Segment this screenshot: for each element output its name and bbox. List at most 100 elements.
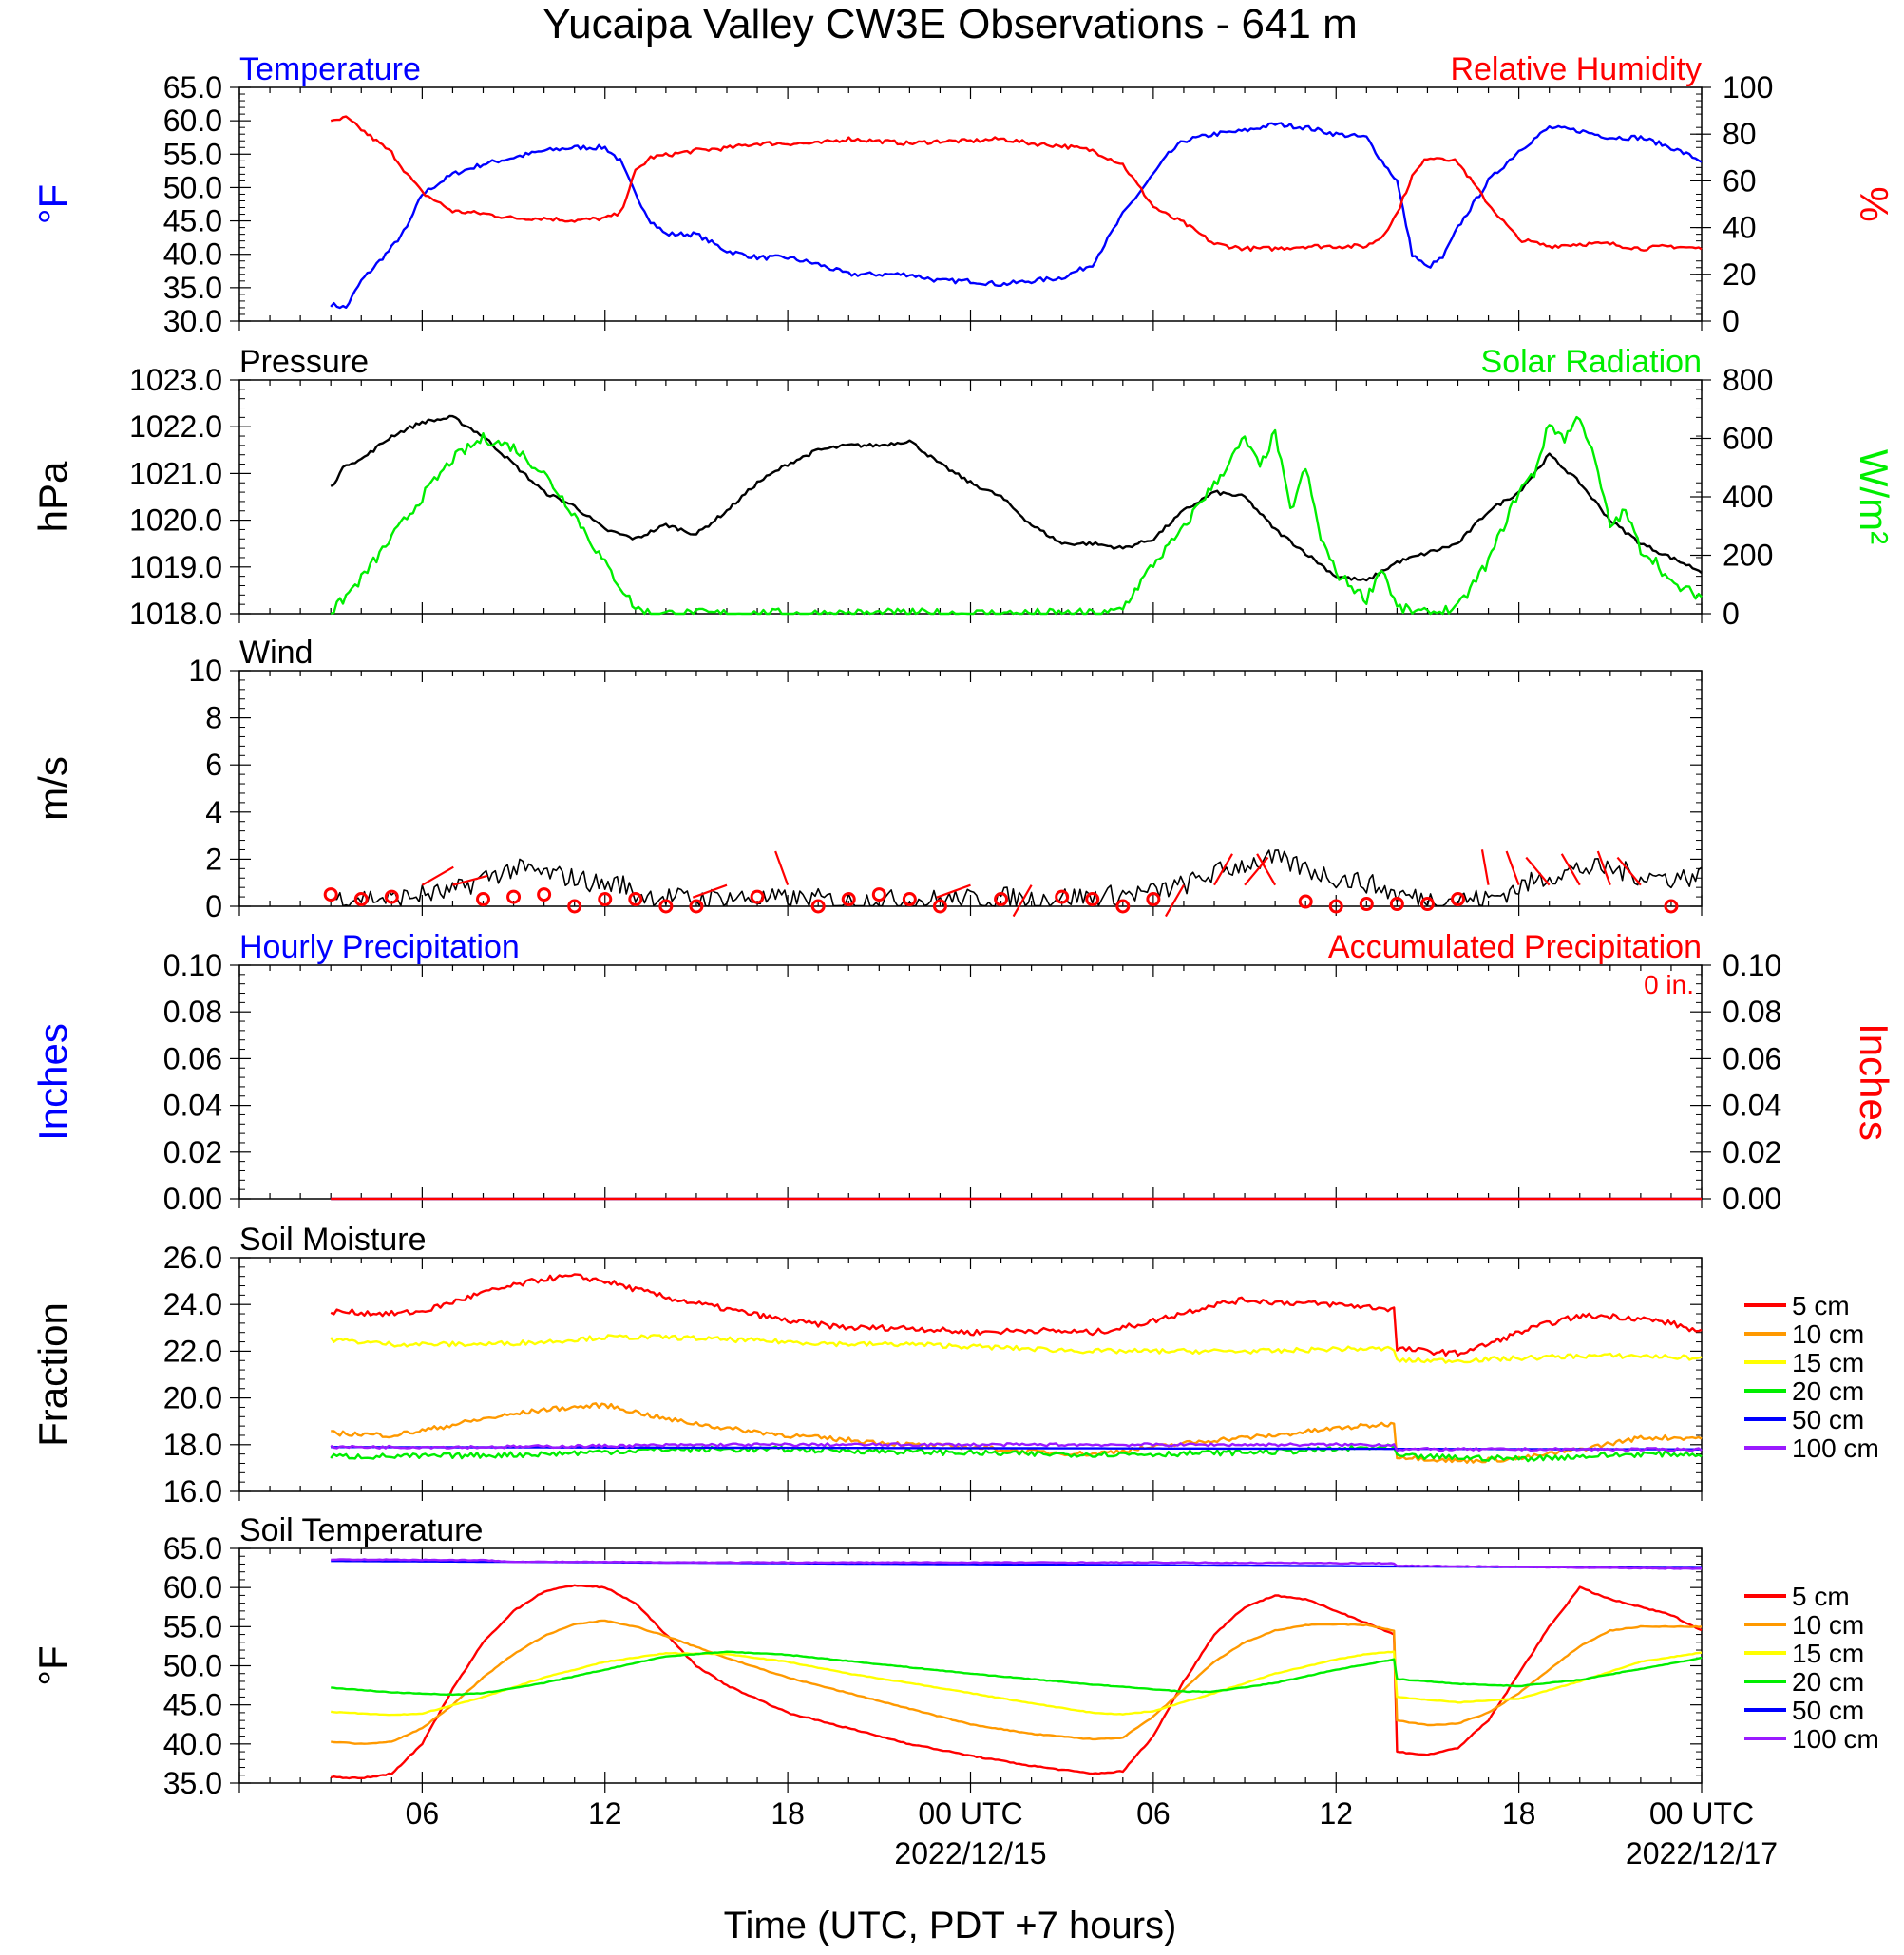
y-right-tick-label: 0.08 <box>1723 995 1781 1029</box>
x-tick-label: 12 <box>588 1796 622 1831</box>
y-right-tick-label: 800 <box>1723 363 1773 397</box>
y-tick-label: 45.0 <box>163 1688 222 1722</box>
x-tick-labels: 06 12 18 00 UTC 06 12 18 00 UTC <box>406 1796 1755 1831</box>
legend-label: 20 cm <box>1792 1667 1864 1697</box>
wind-barb <box>1560 853 1581 886</box>
wind-calm-marker <box>1085 892 1100 907</box>
y-tick-label: 20.0 <box>163 1381 222 1415</box>
y-tick-label: 0.06 <box>163 1041 222 1075</box>
wind-barb <box>421 865 454 886</box>
y-tick-label: 1023.0 <box>129 363 222 397</box>
wind-calm-marker <box>567 899 582 914</box>
wind-calm-marker <box>841 892 856 907</box>
wind-calm-marker <box>658 899 674 914</box>
y-axis-label-right: % <box>1852 186 1896 221</box>
y-axis-label-left: Inches <box>30 1023 75 1141</box>
wind-calm-marker <box>1451 892 1465 907</box>
x-date-labels: 2022/12/15 2022/12/17 <box>894 1836 1778 1870</box>
y-right-tick-label: 600 <box>1723 422 1773 456</box>
y-axis-label-right: W/m² <box>1852 449 1896 544</box>
wind-calm-marker <box>537 887 552 902</box>
y-right-tick-label: 0 <box>1723 597 1740 631</box>
wind-calm-marker <box>902 892 917 907</box>
series-line-relative-humidity <box>330 115 1703 253</box>
wind-barb <box>1256 853 1277 886</box>
panel-title-left: Pressure <box>239 344 369 380</box>
y-tick-label: 1020.0 <box>129 503 222 538</box>
y-tick-label: 35.0 <box>163 1766 222 1800</box>
panel-title-left: Wind <box>239 635 313 671</box>
panel-title-left: Hourly Precipitation <box>239 929 520 965</box>
y-tick-label: 0.08 <box>163 995 222 1029</box>
y-tick-label: 16.0 <box>163 1474 222 1509</box>
wind-calm-marker <box>384 889 399 904</box>
y-tick-label: 0.04 <box>163 1089 222 1123</box>
wind-barb <box>774 850 790 886</box>
y-tick-label: 4 <box>205 795 222 829</box>
panel-title-left: Soil Moisture <box>239 1222 427 1258</box>
y-tick-label: 0.02 <box>163 1135 222 1169</box>
y-tick-label: 26.0 <box>163 1241 222 1275</box>
y-right-tick-label: 80 <box>1723 117 1757 151</box>
wind-calm-marker <box>871 887 886 902</box>
series-line-100-cm <box>331 1558 1703 1570</box>
y-right-tick-label: 40 <box>1723 211 1757 245</box>
y-right-tick-label: 200 <box>1723 539 1773 573</box>
y-tick-label: 1019.0 <box>129 550 222 584</box>
y-tick-label: 6 <box>205 748 222 782</box>
wind-calm-marker <box>628 892 643 907</box>
series-line-20-cm <box>330 1443 1703 1463</box>
legend-label: 50 cm <box>1792 1405 1864 1434</box>
legend-label: 5 cm <box>1792 1291 1850 1320</box>
y-right-tick-label: 400 <box>1723 480 1773 514</box>
figure-title: Yucaipa Valley CW3E Observations - 641 m <box>543 1 1358 47</box>
plot-frame <box>238 964 1703 1200</box>
y-tick-label: 0 <box>205 889 222 923</box>
panel-title-left: Temperature <box>239 51 421 87</box>
wind-calm-marker <box>1298 894 1313 909</box>
wind-calm-marker <box>353 892 369 907</box>
y-tick-label: 50.0 <box>163 1649 222 1683</box>
series-line-20-cm <box>331 1650 1703 1697</box>
wind-barb <box>1012 884 1033 918</box>
y-tick-label: 30.0 <box>163 304 222 338</box>
panel-title-right: Solar Radiation <box>1481 344 1702 380</box>
series-line-temperature <box>330 122 1703 310</box>
y-tick-label: 40.0 <box>163 237 222 272</box>
x-tick-label: 18 <box>771 1796 805 1831</box>
wind-calm-marker <box>476 892 490 907</box>
panel-title-right: Relative Humidity <box>1450 51 1702 87</box>
y-right-tick-label: 20 <box>1723 257 1757 292</box>
wind-barb <box>1525 856 1551 886</box>
legend-label: 15 cm <box>1792 1348 1864 1377</box>
x-axis-title: Time (UTC, PDT +7 hours) <box>724 1905 1177 1946</box>
y-right-tick-label: 0.06 <box>1723 1041 1781 1075</box>
plot-frame <box>238 670 1703 907</box>
y-right-tick-label: 100 <box>1723 70 1773 104</box>
y-axis-label-right: Inches <box>1852 1023 1896 1141</box>
series-line-5-cm <box>330 1273 1703 1357</box>
y-tick-label: 50.0 <box>163 170 222 204</box>
wind-barb <box>1505 850 1520 886</box>
soil-temperature-panel: 35.0 40.0 45.0 50.0 55.0 60.0 65.0 Soil Tempera… <box>30 1512 1879 1800</box>
plot-frame <box>238 1547 1703 1784</box>
y-axis-label-left: °F <box>30 1645 75 1685</box>
legend-label: 10 cm <box>1792 1319 1864 1349</box>
y-axis-label-left: Fraction <box>30 1302 75 1447</box>
y-tick-label: 0.00 <box>163 1182 222 1216</box>
wind-barb <box>1164 884 1185 918</box>
wind-calm-marker <box>598 892 613 907</box>
y-tick-label: 24.0 <box>163 1287 222 1321</box>
wind-calm-marker <box>689 899 704 914</box>
wind-calm-marker <box>810 899 826 914</box>
legend-label: 5 cm <box>1792 1582 1850 1611</box>
wind-barb <box>452 874 488 886</box>
panel-title-left: Soil Temperature <box>239 1512 483 1548</box>
x-tick-label: 18 <box>1502 1796 1536 1831</box>
x-date-label: 2022/12/15 <box>894 1836 1046 1870</box>
y-tick-label: 18.0 <box>163 1428 222 1462</box>
wind-calm-marker <box>750 889 765 904</box>
x-date-label: 2022/12/17 <box>1626 1836 1778 1870</box>
y-tick-label: 60.0 <box>163 104 222 138</box>
